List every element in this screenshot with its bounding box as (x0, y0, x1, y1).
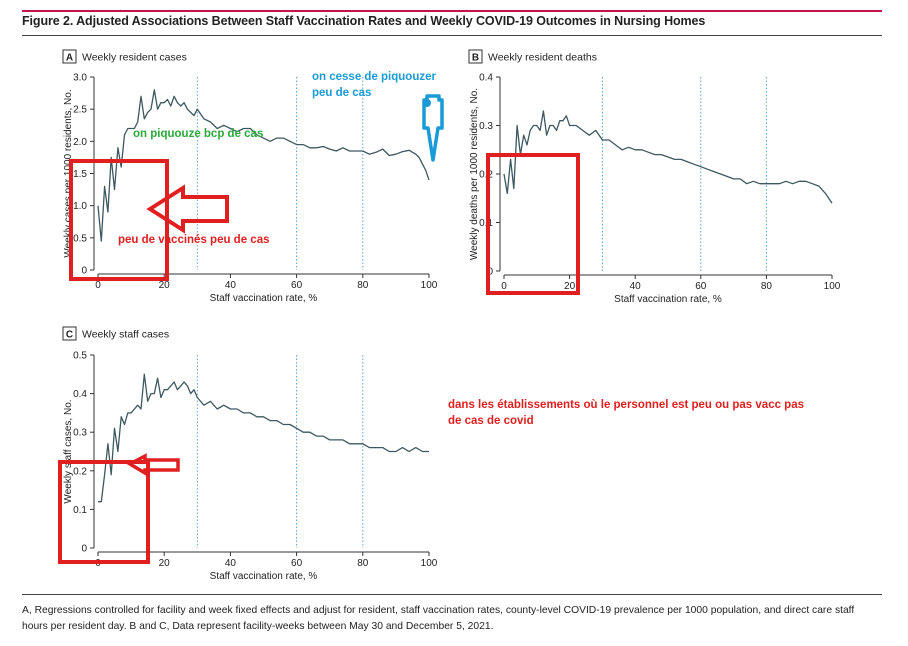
y-axis-label: Weekly cases per 1000 residents, No. (63, 89, 74, 257)
x-tick-label: 20 (159, 280, 171, 291)
y-tick-label: 3.0 (73, 73, 87, 84)
annotation-text: peu de cas (312, 87, 371, 99)
panel-letter: C (66, 330, 73, 341)
panel-badge (62, 326, 77, 341)
figure-title: Figure 2. Adjusted Associations Between … (22, 14, 706, 28)
annotation-overlay: on cesse de piquouzer peu de cas on piquou… (58, 71, 804, 564)
x-tick-label: 60 (695, 281, 707, 292)
x-axis-label: Staff vaccination rate, % (210, 571, 318, 582)
y-tick-label: 2.5 (73, 105, 87, 116)
x-tick-label: 60 (291, 280, 303, 291)
figure-caption: A, Regressions controlled for facility a… (22, 605, 855, 632)
y-tick-label: 0.1 (73, 505, 87, 516)
y-tick-label: 2.0 (73, 137, 87, 148)
panel-title: Weekly resident cases (82, 52, 187, 64)
y-tick-label: 1.0 (73, 201, 87, 212)
y-tick-label: 0.3 (479, 121, 493, 132)
x-tick-label: 20 (159, 558, 171, 569)
y-tick-label: 0 (81, 544, 87, 555)
x-tick-label: 40 (630, 281, 642, 292)
panel-a: A Weekly resident cases 0 0.5 1.0 1.5 2.0 2.5 3.… (62, 49, 438, 304)
series-line (98, 373, 429, 503)
annotation-text: on cesse de piquouzer (312, 71, 436, 83)
annotation-text: dans les établissements où le personnel … (448, 399, 804, 411)
x-tick-label: 80 (761, 281, 773, 292)
annotation-text: peu de vaccinés peu de cas (118, 234, 270, 246)
y-tick-label: 1.5 (73, 169, 87, 180)
figure-footer-rule (22, 594, 882, 595)
y-tick-label: 0.3 (73, 428, 87, 439)
annotation-text: de cas de covid (448, 415, 534, 427)
x-tick-label: 80 (357, 558, 369, 569)
series-line (503, 110, 833, 204)
x-tick-label: 0 (95, 280, 101, 291)
x-tick-label: 100 (421, 280, 438, 291)
y-tick-label: 0.5 (73, 233, 87, 244)
y-axis-label: Weekly deaths per 1000 residents, No. (469, 88, 480, 260)
panel-letter: A (66, 53, 73, 64)
x-axis-label: Staff vaccination rate, % (614, 294, 722, 305)
y-tick-label: 0 (81, 266, 87, 277)
x-axis-label: Staff vaccination rate, % (210, 293, 318, 304)
y-tick-label: 0.5 (73, 351, 87, 362)
panel-title: Weekly resident deaths (488, 52, 597, 64)
y-tick-label: 0 (487, 267, 493, 278)
x-tick-label: 40 (225, 558, 237, 569)
figure-title-rule (22, 35, 882, 36)
y-tick-label: 0.2 (73, 466, 87, 477)
y-tick-label: 0.4 (479, 73, 493, 84)
y-axis-label: Weekly staff cases, No. (63, 399, 74, 503)
highlight-box (486, 153, 580, 295)
x-tick-label: 20 (564, 281, 576, 292)
panel-badge (62, 49, 77, 64)
arrow-dot (423, 99, 431, 107)
panel-title: Weekly staff cases (82, 329, 169, 341)
panel-badge (468, 49, 483, 64)
figure-top-rule (22, 10, 882, 12)
series-line (97, 89, 430, 242)
annotation-text: on piquouze bcp de cas (133, 128, 263, 140)
panel-letter: B (472, 53, 479, 64)
x-tick-label: 60 (291, 558, 303, 569)
x-tick-label: 40 (225, 280, 237, 291)
left-arrow-annotation (126, 453, 180, 477)
x-tick-label: 0 (501, 281, 507, 292)
x-tick-label: 80 (357, 280, 369, 291)
x-tick-label: 100 (421, 558, 438, 569)
x-tick-label: 100 (824, 281, 841, 292)
highlight-box (58, 460, 150, 564)
left-arrow-annotation (146, 184, 229, 234)
y-tick-label: 0.4 (73, 389, 87, 400)
